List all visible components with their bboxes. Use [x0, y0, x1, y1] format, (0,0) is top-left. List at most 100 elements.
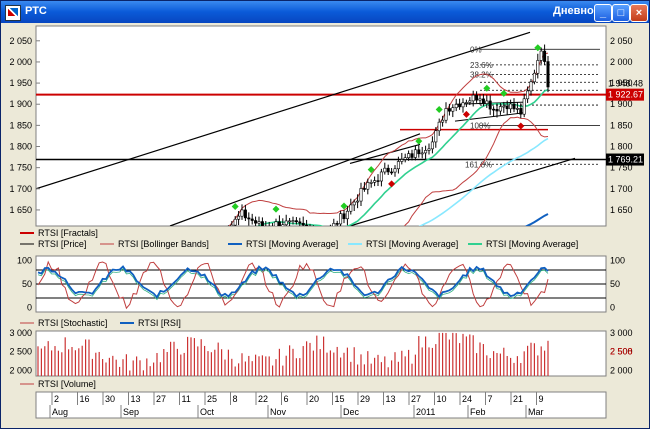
legend-ma-blue: RTSI [Moving Average] — [246, 239, 338, 249]
time-month-label: Aug — [52, 407, 68, 417]
time-month-label: Oct — [200, 407, 215, 417]
time-day-label: 20 — [309, 394, 319, 404]
price-bar-body — [233, 218, 237, 226]
price-tick-label-right: 1 850 — [610, 120, 633, 130]
fractal-up-marker — [435, 105, 443, 113]
price-bar-body — [478, 98, 482, 101]
price-bar-body — [407, 153, 411, 159]
price-bar-body — [301, 222, 305, 226]
volume-tick-label-right: 3 000 — [610, 328, 633, 338]
price-tick-label-right: 1 900 — [610, 99, 633, 109]
price-bar-body — [451, 107, 455, 112]
volume-last-label: 2 508 — [610, 346, 633, 356]
price-bar-body — [502, 105, 506, 108]
price-bar-body — [543, 50, 547, 62]
time-day-label: 22 — [258, 394, 268, 404]
volume-layer: 3 000 3 000 2 500 2 500 2 000 2 000 2 508 — [9, 328, 633, 376]
channel-bottom — [454, 112, 526, 122]
price-bar-body — [281, 224, 285, 226]
minimize-button[interactable]: _ — [594, 4, 612, 22]
time-day-label: 6 — [284, 394, 289, 404]
price-bar-body — [410, 153, 414, 158]
rsi-line — [37, 265, 549, 299]
fractal-up-marker — [367, 166, 375, 174]
price-bar-body — [240, 209, 244, 217]
volume-tick-label-right: 2 500 — [610, 347, 633, 357]
price-bar-body — [224, 235, 226, 236]
price-bar-body — [464, 102, 468, 104]
price-bar-body — [386, 167, 390, 173]
price-bar-body — [454, 104, 458, 108]
time-month-label: Mar — [528, 407, 544, 417]
timeframe-label: Дневной — [553, 5, 601, 17]
time-day-label: 25 — [207, 394, 217, 404]
price-tick-label-right: 1 700 — [610, 184, 633, 194]
price-bar-body — [294, 220, 298, 223]
app-flag-icon — [5, 5, 21, 21]
price-tick-label-left: 1 800 — [9, 142, 32, 152]
price-bar-body — [526, 90, 530, 100]
price-bar-body — [512, 103, 516, 110]
price-bar-body — [291, 220, 295, 222]
price-layer: 0% 23.6%38.2% 100% 161.8% 2 050 2 050 2 000 2 0… — [9, 31, 644, 255]
price-panel[interactable] — [35, 25, 607, 227]
osc-tick-label-left: 50 — [22, 279, 32, 289]
fractal-down-marker — [388, 180, 396, 188]
price-bar-body — [193, 252, 195, 255]
price-bar-body — [468, 100, 472, 103]
price-bar-body — [373, 180, 377, 183]
time-day-label: 29 — [360, 394, 370, 404]
price-bar-body — [345, 210, 349, 220]
price-label-box — [606, 153, 644, 166]
legend-price: RTSI [Price] — [38, 239, 86, 249]
trendline-middle — [169, 133, 421, 226]
fractal-down-marker — [462, 110, 470, 118]
price-tick-label-left: 1 950 — [9, 78, 32, 88]
price-tick-label-left: 1 750 — [9, 163, 32, 173]
fractal-down-marker — [286, 229, 293, 236]
volume-legend: RTSI [Volume] — [20, 379, 96, 389]
fractal-up-marker — [272, 205, 280, 213]
osc-tick-label-left: 0 — [27, 302, 32, 312]
price-bar-body — [312, 228, 314, 234]
legend-ma-green: RTSI [Moving Average] — [486, 239, 578, 249]
price-bar-body — [284, 220, 288, 226]
price-bar-body — [217, 241, 219, 246]
title-bar[interactable]: РТС Дневной _ □ × — [1, 1, 649, 23]
price-bar-body — [390, 171, 394, 174]
fib-label-6: 100% — [470, 121, 490, 130]
time-day-label: 13 — [386, 394, 396, 404]
time-month-label: Nov — [270, 407, 287, 417]
price-tick-label-left: 1 700 — [9, 184, 32, 194]
price-tick-label-left: 1 650 — [9, 205, 32, 215]
price-legend: RTSI [Fractals] RTSI [Price] RTSI [Bolli… — [20, 228, 578, 249]
time-day-label: 11 — [182, 394, 191, 404]
price-bar-body — [352, 201, 356, 206]
price-bar-body — [274, 221, 278, 226]
price-bar-body — [383, 167, 387, 173]
price-bar-body — [200, 251, 202, 255]
maximize-button[interactable]: □ — [612, 4, 630, 22]
price-bar-body — [277, 221, 281, 226]
price-bar-body — [326, 234, 328, 235]
price-bar-body — [447, 108, 451, 112]
fractal-up-marker — [231, 203, 239, 211]
time-day-label: 8 — [233, 394, 238, 404]
price-bar-body — [461, 102, 465, 108]
osc-tick-label-right: 100 — [610, 256, 625, 266]
price-tick-label-left: 1 900 — [9, 99, 32, 109]
fib-label-7: 161.8% — [465, 160, 492, 169]
fib-label-0: 0% — [470, 45, 482, 54]
price-bar-body — [413, 149, 417, 158]
current-price-label: 1 948.48 — [608, 79, 643, 89]
close-button[interactable]: × — [630, 4, 648, 22]
time-day-label: 13 — [131, 394, 141, 404]
price-bar-body — [265, 227, 267, 228]
price-bar-body — [220, 235, 222, 241]
price-bar-body — [400, 159, 404, 162]
legend-fractals: RTSI [Fractals] — [38, 228, 98, 238]
price-bar-body — [522, 98, 526, 115]
time-day-label: 27 — [156, 394, 166, 404]
price-plot: 0% 23.6%38.2% 100% 161.8% — [36, 31, 606, 255]
